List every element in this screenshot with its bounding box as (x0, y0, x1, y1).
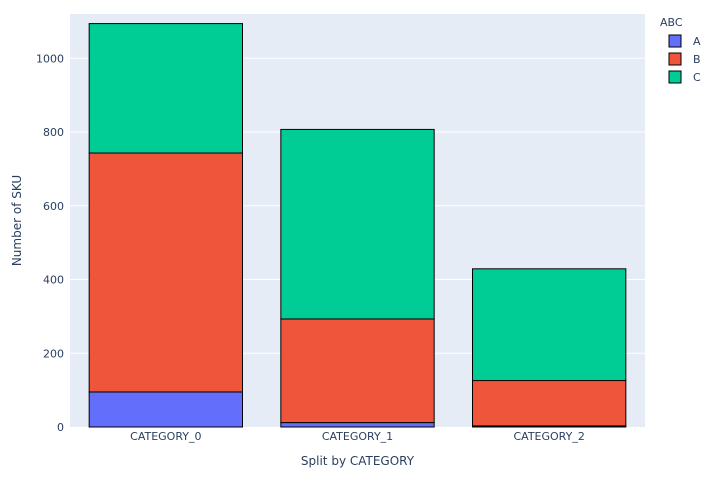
x-tick-label: CATEGORY_0 (130, 430, 201, 443)
bar-C-category_0[interactable] (88, 23, 243, 154)
legend-title: ABC (660, 16, 683, 29)
bars (88, 23, 627, 428)
bar-C-category_1[interactable] (280, 128, 435, 320)
legend-label: C (693, 71, 701, 84)
bar-A-category_0[interactable] (88, 391, 243, 428)
y-tick-label: 600 (43, 200, 64, 213)
legend-label: A (693, 35, 701, 48)
bar-A-category_1[interactable] (280, 422, 435, 428)
x-axis-title: Split by CATEGORY (301, 454, 415, 468)
y-tick-label: 800 (43, 126, 64, 139)
x-tick-label: CATEGORY_2 (513, 430, 584, 443)
legend-swatch (668, 70, 682, 84)
y-axis-title: Number of SKU (10, 175, 24, 266)
bar-B-category_0[interactable] (88, 152, 243, 393)
x-axis-ticks: CATEGORY_0 CATEGORY_1 CATEGORY_2 (130, 430, 585, 443)
legend-item-A[interactable]: A (668, 34, 701, 48)
y-tick-label: 0 (57, 421, 64, 434)
bar-C-category_2[interactable] (472, 268, 627, 382)
legend-swatch (668, 34, 682, 48)
bar-B-category_1[interactable] (280, 318, 435, 424)
y-tick-label: 400 (43, 274, 64, 287)
legend-item-C[interactable]: C (668, 70, 701, 84)
legend-label: B (693, 53, 701, 66)
x-tick-label: CATEGORY_1 (322, 430, 393, 443)
bar-B-category_2[interactable] (472, 380, 627, 427)
y-tick-label: 200 (43, 347, 64, 360)
legend-swatch (668, 52, 682, 66)
y-tick-label: 1000 (36, 52, 64, 65)
y-axis-ticks: 0 200 400 600 800 1000 (36, 52, 64, 434)
legend-item-B[interactable]: B (668, 52, 701, 66)
legend[interactable]: ABC ABC (660, 16, 701, 84)
